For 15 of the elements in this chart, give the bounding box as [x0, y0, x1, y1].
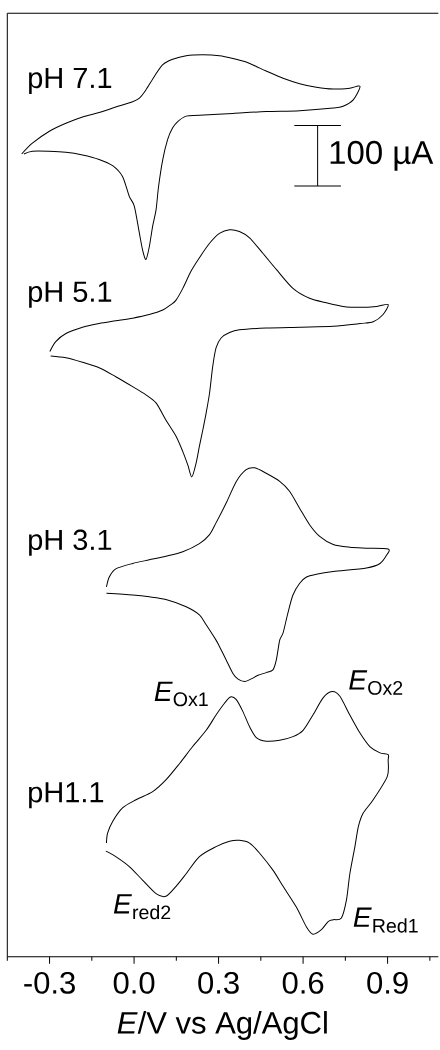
series-label: pH 5.1 [29, 281, 112, 308]
series-label: pH1.1 [29, 782, 104, 809]
series-label: pH 3.1 [29, 529, 112, 556]
annotation: E$_{Ox2}$ [349, 670, 403, 695]
annotation: E$_{Red1}$ [353, 907, 418, 933]
x-tick-label: 0.0 [113, 971, 155, 994]
annotation: E$_{Ox1}$ [154, 681, 208, 707]
annotation: 100 µA [330, 140, 434, 171]
series-label: pH 7.1 [29, 67, 112, 94]
x-tick-label: 0.9 [367, 971, 408, 994]
x-tick-label: 0.6 [282, 971, 324, 994]
x-tick-label: -0.3 [24, 971, 75, 994]
x-tick-label: 0.3 [198, 971, 239, 994]
annotation: E$_{red2}$ [113, 894, 171, 920]
x-axis-title: E/V vs Ag/AgCl [117, 1011, 327, 1040]
